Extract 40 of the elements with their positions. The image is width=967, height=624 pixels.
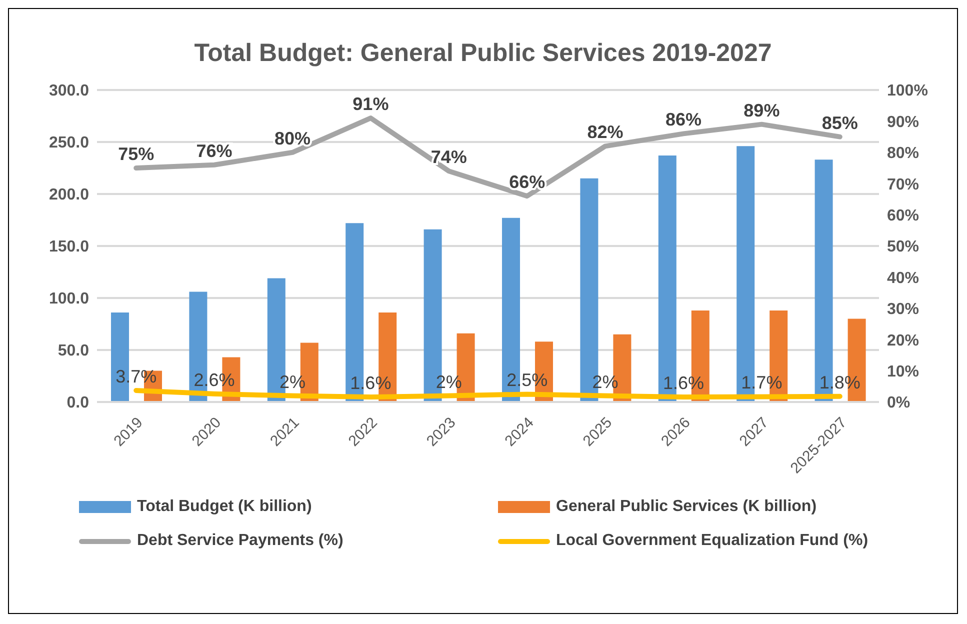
data-label: 89%: [744, 100, 780, 120]
legend-label: Local Government Equalization Fund (%): [556, 532, 868, 550]
y2-tick-label: 10%: [887, 363, 920, 380]
data-label: 75%: [118, 144, 154, 164]
data-label: 1.7%: [741, 372, 782, 393]
chart-title: Total Budget: General Public Services 2019-2027: [193, 38, 773, 68]
y-tick-label: 200.0: [48, 186, 90, 204]
y-tick-label: 300.0: [48, 82, 90, 100]
data-label: 86%: [665, 110, 702, 130]
y2-tick-label: 20%: [887, 332, 920, 350]
y-tick-label: 250.0: [48, 134, 90, 152]
data-label: 66%: [509, 172, 546, 192]
y2-tick-label: 30%: [887, 301, 920, 318]
data-label: 91%: [352, 94, 389, 114]
y2-tick-label: 90%: [887, 114, 920, 131]
data-label: 2.6%: [194, 370, 235, 390]
data-label: 1.6%: [662, 373, 704, 394]
y-tick-label: 100.0: [48, 290, 90, 308]
data-label: 1.8%: [819, 372, 860, 392]
y-tick-label: 50.0: [58, 342, 90, 360]
legend-label: General Public Services (K billion): [556, 498, 817, 516]
data-label: 82%: [587, 122, 624, 142]
data-label: 76%: [196, 140, 232, 161]
data-label: 3.7%: [116, 366, 157, 386]
y2-tick-label: 40%: [887, 270, 920, 287]
y2-tick-label: 80%: [887, 145, 920, 162]
y-tick-label: 0.0: [66, 394, 90, 412]
y2-tick-label: 60%: [887, 207, 920, 224]
y2-tick-label: 50%: [887, 238, 920, 256]
y-tick-label: 150.0: [48, 238, 90, 256]
data-label: 85%: [822, 112, 858, 133]
y2-tick-label: 100%: [887, 82, 928, 100]
legend-label: Total Budget (K billion): [137, 498, 312, 516]
y2-tick-label: 0%: [887, 394, 910, 412]
data-label: 1.6%: [350, 373, 392, 394]
data-label: 74%: [430, 147, 467, 168]
data-label: 2.5%: [506, 370, 548, 390]
y2-tick-label: 70%: [887, 176, 920, 194]
data-label: 80%: [274, 128, 311, 148]
legend-label: Debt Service Payments (%): [137, 532, 344, 550]
